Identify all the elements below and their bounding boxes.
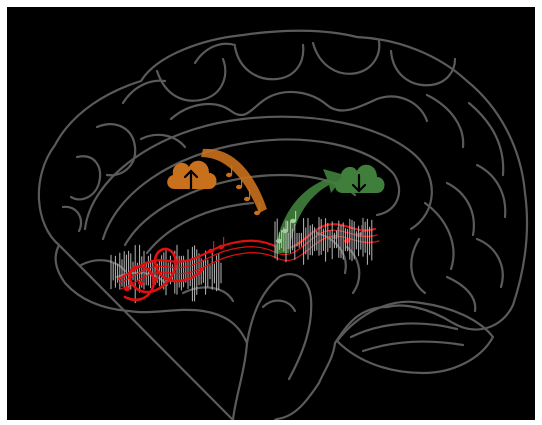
cloud-upload-icon (167, 160, 217, 191)
music-note-head (218, 244, 224, 250)
upload-arrow-band (201, 148, 267, 213)
brain-diagram-svg (37, 29, 529, 420)
music-note-head (124, 286, 130, 292)
cloud-download-icon (335, 164, 385, 193)
music-note-head (138, 280, 144, 286)
upload-arrow-glyph (183, 169, 199, 191)
music-note-head (236, 184, 242, 190)
music-notes-orange (226, 165, 261, 216)
music-note-head (244, 196, 250, 202)
upload-flow (201, 148, 267, 216)
download-arrow-glyph (351, 173, 367, 193)
waveform-spikes (274, 217, 373, 265)
cerebellum (335, 300, 495, 375)
cingulate-gyrus (83, 115, 433, 231)
corpus-callosum (101, 138, 401, 241)
music-signal-stream (117, 223, 380, 301)
brainstem (245, 273, 313, 381)
brain-illustration (7, 7, 535, 420)
music-note-head (290, 218, 296, 224)
cortex-outline (37, 29, 529, 420)
music-note-head (226, 172, 232, 178)
signal-stream-main (117, 223, 377, 281)
music-note-head (208, 248, 214, 254)
signal-loop (123, 247, 205, 301)
signal-waveform-right (274, 217, 373, 265)
music-note-head (152, 276, 158, 282)
music-note-head (254, 210, 260, 216)
